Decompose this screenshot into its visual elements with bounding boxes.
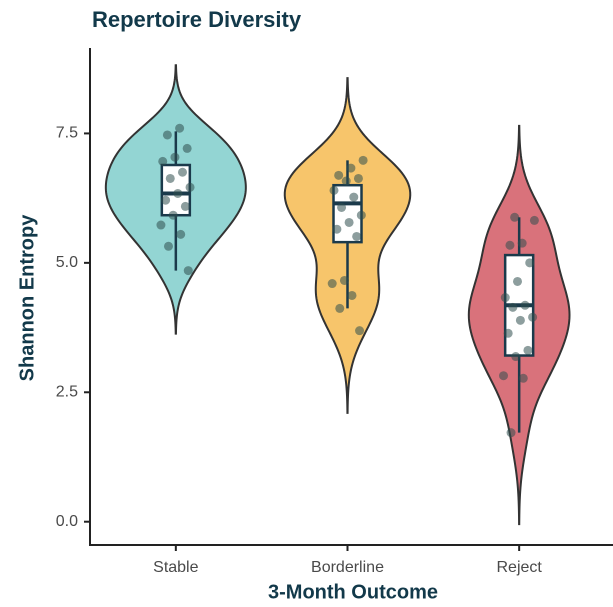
point [500, 293, 510, 303]
point [168, 210, 178, 220]
point [510, 212, 520, 222]
y-tick-label: 7.5 [56, 125, 78, 142]
y-tick-label: 0.0 [56, 513, 78, 530]
y-tick-label: 5.0 [56, 254, 78, 271]
point [347, 290, 357, 300]
point [505, 240, 515, 250]
point [339, 275, 349, 285]
point [177, 167, 187, 177]
point [183, 266, 193, 276]
chart-title: Repertoire Diversity [92, 7, 302, 32]
point [329, 185, 339, 195]
point [349, 192, 359, 202]
point [165, 173, 175, 183]
point [529, 215, 539, 225]
point [346, 163, 356, 173]
point [344, 217, 354, 227]
point [173, 188, 183, 198]
point [356, 210, 366, 220]
x-tick-label: Borderline [311, 559, 384, 576]
point [156, 220, 166, 230]
point [162, 130, 172, 140]
point [334, 170, 344, 180]
point [503, 328, 513, 338]
point [352, 231, 362, 241]
point [525, 258, 535, 268]
x-tick-label: Stable [153, 559, 198, 576]
point [175, 123, 185, 133]
point [158, 156, 168, 166]
point [508, 302, 518, 312]
point [335, 303, 345, 313]
point [180, 201, 190, 211]
point [161, 195, 171, 205]
point [528, 312, 538, 322]
y-tick-label: 2.5 [56, 383, 78, 400]
point [337, 202, 347, 212]
point [513, 276, 523, 286]
x-tick-label: Reject [496, 559, 542, 576]
point [358, 155, 368, 165]
point [520, 300, 530, 310]
point [327, 279, 337, 289]
point [353, 173, 363, 183]
point [518, 373, 528, 383]
point [341, 176, 351, 186]
point [517, 238, 527, 248]
x-axis-label: 3-Month Outcome [268, 581, 438, 603]
y-axis-label: Shannon Entropy [16, 214, 38, 382]
point [170, 152, 180, 162]
point [523, 345, 533, 355]
point [499, 371, 509, 381]
point [332, 224, 342, 234]
point [185, 182, 195, 192]
point [163, 241, 173, 251]
point [355, 326, 365, 336]
point [515, 315, 525, 325]
point [511, 352, 521, 362]
point [506, 428, 516, 438]
point [176, 229, 186, 239]
point [182, 143, 192, 153]
